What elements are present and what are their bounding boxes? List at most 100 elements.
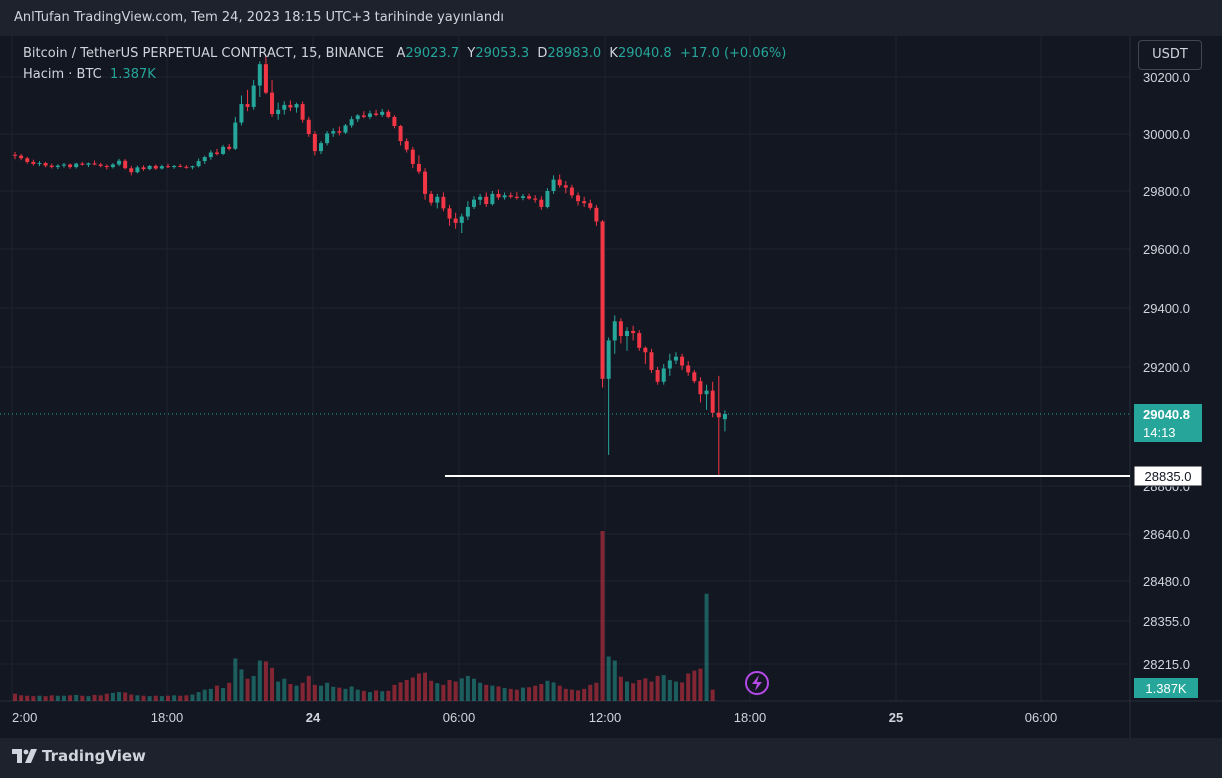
candle <box>533 195 538 203</box>
volume-bar <box>190 694 195 701</box>
volume-bar <box>257 660 262 701</box>
candle <box>270 79 275 117</box>
volume-bar <box>686 673 691 701</box>
volume-bar <box>496 686 501 701</box>
candle <box>282 101 287 115</box>
time-axis: 2:00 18:00 24 06:00 12:00 18:00 25 06:00 <box>12 710 1057 725</box>
horizontal-line-tag <box>1133 465 1203 487</box>
volume-bar <box>380 691 385 701</box>
volume-bar <box>80 695 85 701</box>
volume-bar <box>208 688 213 701</box>
volume-bar <box>576 690 581 701</box>
volume-bar <box>227 682 232 701</box>
volume-bar <box>263 661 268 701</box>
volume-bar <box>447 679 452 701</box>
candle <box>172 165 177 169</box>
volume-legend[interactable]: Hacim · BTC 1.387K <box>23 67 156 82</box>
candle <box>68 163 73 169</box>
candle <box>557 174 562 188</box>
volume-bar <box>673 681 678 701</box>
volume-bar <box>551 682 556 701</box>
volume-bar <box>349 686 354 701</box>
volume-bar <box>618 676 623 701</box>
volume-bar <box>594 682 599 701</box>
candles <box>13 56 727 476</box>
symbol-title[interactable]: Bitcoin / TetherUS PERPETUAL CONTRACT, 1… <box>23 46 385 61</box>
open-value: 29023.7 <box>405 46 460 61</box>
candle <box>612 315 617 354</box>
candle <box>288 100 293 112</box>
candle <box>490 191 495 206</box>
candle <box>606 337 611 455</box>
volume-bar <box>55 695 60 701</box>
volume-bar <box>361 690 366 701</box>
chart-canvas[interactable]: 30200.0 30000.0 29800.0 29600.0 29400.0 29200… <box>0 36 1222 738</box>
price-axis: 30200.0 30000.0 29800.0 29600.0 29400.0 29200… <box>1143 70 1190 672</box>
volume-bar <box>25 695 30 701</box>
candle <box>484 192 489 207</box>
volume-bar <box>196 692 201 701</box>
volume-bar <box>49 695 54 701</box>
volume-bar <box>631 683 636 701</box>
symbol-legend[interactable]: Bitcoin / TetherUS PERPETUAL CONTRACT, 1… <box>23 46 786 61</box>
volume-bar <box>288 684 293 701</box>
volume-bar <box>680 682 685 701</box>
candle <box>459 213 464 234</box>
candle <box>569 184 574 199</box>
candle <box>13 151 17 160</box>
candle <box>643 346 648 365</box>
volume-bar <box>37 695 42 701</box>
time-tick-label: 2:00 <box>12 710 37 725</box>
currency-button[interactable]: USDT <box>1138 40 1202 70</box>
volume-bar <box>692 670 697 701</box>
time-tick-label: 06:00 <box>443 710 476 725</box>
volume-bar <box>441 684 446 701</box>
candle <box>710 381 715 418</box>
candle <box>31 159 36 166</box>
candle <box>625 327 629 351</box>
volume-bar <box>270 667 275 701</box>
candle <box>294 102 299 113</box>
volume-label: Hacim · BTC <box>23 67 102 82</box>
volume-bar <box>404 679 409 701</box>
candle <box>404 138 409 153</box>
price-tags: 28835.0 29040.8 14:13 1.387K <box>1133 404 1203 698</box>
volume-bar <box>92 694 97 701</box>
high-value: 29053.3 <box>475 46 530 61</box>
candle <box>190 165 195 170</box>
price-tick-label: 29800.0 <box>1143 184 1190 199</box>
volume-bar <box>110 692 115 701</box>
volume-bar <box>625 681 629 701</box>
volume-bar <box>637 679 642 701</box>
volume-bar <box>398 682 403 701</box>
volume-bar <box>563 688 568 701</box>
volume-bar <box>282 678 287 701</box>
candle <box>416 155 421 174</box>
volume-bar <box>416 673 421 701</box>
candle <box>55 164 60 170</box>
chart-pane[interactable]: 30200.0 30000.0 29800.0 29600.0 29400.0 29200… <box>0 36 1222 738</box>
candle <box>135 165 140 174</box>
candle <box>680 353 685 370</box>
price-tick-label: 29200.0 <box>1143 360 1190 375</box>
volume-bar <box>123 692 128 701</box>
lightning-icon[interactable] <box>745 671 769 695</box>
last-price-tag <box>1134 404 1202 442</box>
candle <box>245 89 250 112</box>
tradingview-logo[interactable]: TradingView <box>12 747 146 765</box>
volume-bar <box>312 684 317 701</box>
volume-bars <box>13 531 715 701</box>
volume-bar <box>13 693 17 701</box>
candle <box>367 110 372 120</box>
volume-bar <box>667 679 672 701</box>
volume-bar <box>484 684 489 701</box>
volume-bar <box>392 684 397 701</box>
candle <box>698 377 703 403</box>
volume-bar <box>527 687 532 701</box>
volume-bar <box>698 668 703 701</box>
time-tick-label: 12:00 <box>589 710 622 725</box>
candle <box>257 61 262 97</box>
candle <box>520 193 525 201</box>
volume-bar <box>429 680 434 701</box>
candle <box>618 318 623 344</box>
